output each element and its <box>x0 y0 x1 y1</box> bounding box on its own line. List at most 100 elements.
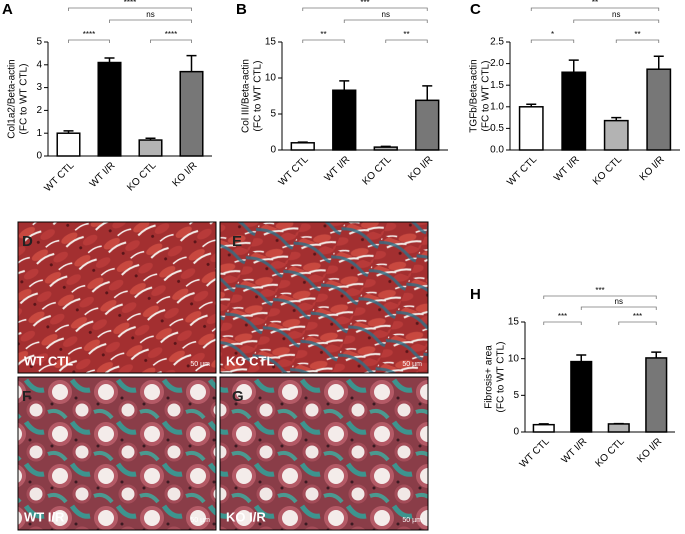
x-tick-label: KO I/R <box>406 154 435 183</box>
panel-label: B <box>236 1 247 18</box>
panel-label: E <box>232 233 242 250</box>
error-bar <box>611 116 622 121</box>
y-axis-label: Col III/Beta-actin <box>241 59 252 133</box>
significance-label: **** <box>165 30 177 39</box>
y-axis-label: (FC to WT CTL) <box>19 64 30 135</box>
bar <box>97 61 122 157</box>
y-tick-label: 2 <box>36 105 42 116</box>
bar <box>518 106 544 151</box>
significance-label: **** <box>83 30 95 39</box>
bar <box>179 70 204 157</box>
error-bar <box>145 137 156 141</box>
error-bar <box>380 145 391 148</box>
x-tick-label: KO I/R <box>635 436 664 465</box>
scale-bar-label: 50 µm <box>190 517 210 524</box>
x-tick-label: KO CTL <box>593 436 627 470</box>
x-tick-label: WT CTL <box>505 154 539 188</box>
x-tick-label: WT I/R <box>552 154 582 184</box>
error-bar <box>576 354 587 362</box>
panel-label: H <box>470 286 481 303</box>
y-tick-label: 4 <box>36 59 42 70</box>
significance-label: *** <box>633 312 642 321</box>
error-bar <box>568 59 579 73</box>
significance-bracket <box>68 7 192 11</box>
micrograph-g: G KO I/R 50 µm <box>219 376 429 531</box>
scale-bar-label: 50 µm <box>402 361 422 368</box>
significance-label: *** <box>558 312 567 321</box>
significance-label: **** <box>124 0 136 7</box>
y-tick-label: 15 <box>265 37 277 48</box>
panel-label: G <box>232 388 244 405</box>
significance-label: ns <box>382 10 390 19</box>
significance-label: ** <box>592 0 598 7</box>
significance-bracket <box>543 295 657 299</box>
y-axis-label: Col1a2/Beta-actin <box>7 59 18 139</box>
image-d <box>17 221 217 374</box>
error-bar <box>526 103 537 107</box>
y-tick-label: 15 <box>508 317 520 328</box>
bar <box>607 423 630 433</box>
x-tick-label: WT CTL <box>277 154 311 188</box>
significance-bracket <box>615 39 660 43</box>
image-g <box>219 376 429 531</box>
panel-label: A <box>2 1 13 18</box>
scale-bar-label: 50 µm <box>190 361 210 368</box>
caption: WT I/R <box>24 509 65 524</box>
micrograph-f: F WT I/R 50 µm <box>17 376 217 531</box>
significance-label: ** <box>634 30 640 39</box>
significance-label: ns <box>615 297 623 306</box>
significance-bracket <box>573 19 660 23</box>
y-tick-label: 0 <box>36 151 42 162</box>
scale-bar-label: 50 µm <box>402 517 422 524</box>
bar <box>56 132 81 157</box>
x-tick-label: WT I/R <box>88 160 118 190</box>
error-bar <box>297 141 308 143</box>
y-axis-label: (FC to WT CTL) <box>481 61 492 132</box>
image-e <box>219 221 429 374</box>
bar <box>603 119 629 151</box>
y-tick-label: 0.0 <box>490 145 504 156</box>
y-tick-label: 2.0 <box>490 58 504 69</box>
significance-bracket <box>618 321 657 325</box>
x-tick-label: KO I/R <box>170 160 199 189</box>
y-tick-label: 0.5 <box>490 123 504 134</box>
bar <box>138 139 163 157</box>
significance-bracket <box>302 7 428 11</box>
panel-label: F <box>22 388 31 405</box>
y-tick-label: 0 <box>513 427 519 438</box>
y-axis-label: TGFb/Beta-actin <box>469 59 480 132</box>
y-axis-label: (FC to WT CTL) <box>253 61 264 132</box>
y-tick-label: 2.5 <box>490 37 504 48</box>
significance-bracket <box>343 19 428 23</box>
x-tick-label: WT I/R <box>560 436 590 466</box>
x-tick-label: WT I/R <box>323 154 353 184</box>
x-tick-label: KO CTL <box>125 160 159 194</box>
bar <box>415 99 440 151</box>
y-tick-label: 5 <box>513 390 519 401</box>
panel-label: D <box>22 233 33 250</box>
error-bar <box>104 57 115 63</box>
significance-label: *** <box>360 0 369 7</box>
y-tick-label: 5 <box>36 37 42 48</box>
y-axis-label: (FC to WT CTL) <box>496 342 507 413</box>
y-tick-label: 10 <box>265 73 277 84</box>
significance-bracket <box>580 306 657 310</box>
error-bar <box>651 351 662 358</box>
error-bar <box>339 80 350 91</box>
y-tick-label: 3 <box>36 82 42 93</box>
bar <box>290 142 315 151</box>
x-tick-label: KO I/R <box>638 154 667 183</box>
bar <box>332 89 357 151</box>
bar <box>645 357 668 433</box>
micrograph-e: E KO CTL 50 µm <box>219 221 429 374</box>
image-f <box>17 376 217 531</box>
significance-bracket <box>68 39 110 43</box>
error-bar <box>653 55 664 70</box>
y-tick-label: 5 <box>270 109 276 120</box>
caption: WT CTL <box>24 353 73 368</box>
significance-label: ** <box>403 30 409 39</box>
x-tick-label: WT CTL <box>43 160 77 194</box>
bar <box>646 68 672 151</box>
significance-label: * <box>551 30 554 39</box>
